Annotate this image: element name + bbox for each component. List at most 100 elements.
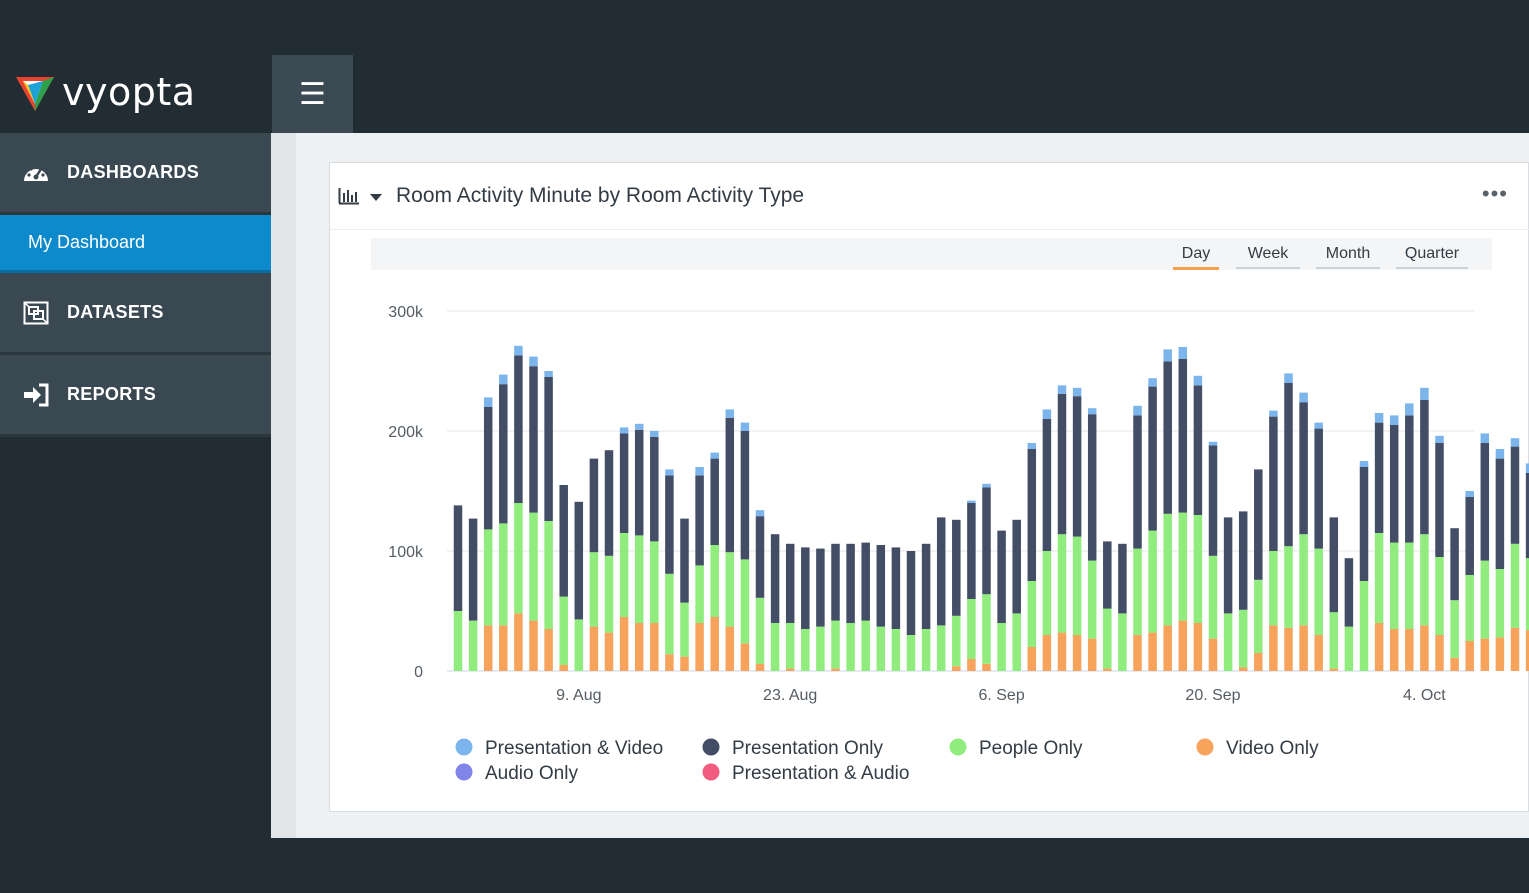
bar-segment [921, 543, 931, 629]
sidebar-item-label: REPORTS [67, 384, 157, 404]
bar-segment [1405, 542, 1414, 629]
bar-segment [1133, 405, 1142, 416]
bar-segment [1269, 551, 1278, 626]
sidebar-item-my-dashboard[interactable]: My Dashboard [0, 215, 271, 273]
bar-segment [665, 654, 674, 671]
bar-segment [1480, 638, 1490, 671]
bar-segment [1208, 445, 1218, 556]
bar-segment [1012, 613, 1021, 671]
bar-segment [1344, 626, 1354, 671]
sidebar-item-reports[interactable]: REPORTS [0, 355, 271, 437]
bar-segment [755, 597, 765, 664]
bar-segment [1193, 385, 1203, 515]
bar-segment [1178, 620, 1188, 671]
bar-segment [483, 407, 493, 530]
bar-segment [1284, 546, 1293, 628]
bar-segment [619, 533, 629, 617]
legend-label: Presentation Only [732, 738, 884, 759]
bar-segment [785, 668, 795, 671]
bar-segment [1208, 555, 1218, 639]
bar-segment [1269, 625, 1278, 671]
bar-segment [1480, 443, 1490, 561]
bar-segment [1087, 638, 1097, 671]
bar-segment [770, 623, 780, 671]
bar-segment [650, 437, 659, 542]
bar-segment [574, 501, 584, 620]
bar-segment [1057, 632, 1067, 671]
bar-segment [1012, 519, 1021, 614]
bar-segment [1450, 600, 1459, 658]
bar-segment [1027, 449, 1037, 581]
sign-in-icon [22, 383, 50, 407]
bar-segment [1495, 449, 1505, 459]
sidebar-item-datasets[interactable]: DATASETS [0, 273, 271, 355]
bar-segment [483, 529, 493, 626]
bar-segment [1420, 534, 1429, 626]
bar-segment [1344, 558, 1354, 627]
more-options-icon[interactable]: ••• [1481, 181, 1508, 206]
sidebar-item-dashboards[interactable]: DASHBOARDS [0, 133, 271, 215]
bar-segment [1480, 560, 1490, 639]
bar-segment [740, 422, 750, 431]
bar-segment [816, 626, 825, 671]
bar-segment [1510, 438, 1520, 447]
bar-segment [1435, 435, 1444, 443]
bar-segment [1208, 441, 1218, 446]
bar-segment [604, 450, 614, 556]
bar-segment [1525, 463, 1529, 473]
bar-segment [1299, 534, 1308, 626]
bar-segment [1027, 443, 1037, 449]
bar-segment [1465, 491, 1474, 497]
bar-segment [665, 573, 674, 655]
bar-segment [695, 565, 704, 623]
bar-segment [1193, 515, 1203, 623]
range-week-button[interactable]: Week [1236, 245, 1300, 269]
menu-toggle-button[interactable]: ☰ [272, 55, 353, 133]
range-month-button[interactable]: Month [1316, 245, 1380, 269]
bar-segment [1525, 630, 1529, 671]
bar-segment [725, 409, 735, 418]
chart-type-dropdown-icon[interactable] [370, 194, 382, 201]
vyopta-logo[interactable]: vyopta [14, 70, 196, 114]
bar-segment [1163, 349, 1172, 362]
bar-segment [1057, 534, 1067, 633]
legend-marker [455, 738, 473, 756]
bar-segment [453, 611, 463, 671]
bar-segment [1389, 542, 1399, 629]
bar-segment [544, 629, 553, 671]
bar-segment [1284, 627, 1293, 671]
bar-segment [514, 613, 523, 671]
bar-segment [1374, 623, 1384, 671]
bar-segment [1465, 641, 1474, 671]
bar-segment [755, 516, 765, 598]
range-quarter-button[interactable]: Quarter [1396, 245, 1468, 269]
bar-segment [801, 547, 810, 629]
bar-segment [619, 617, 629, 671]
bar-segment [755, 510, 765, 517]
bar-segment [1118, 613, 1127, 671]
bar-segment [650, 431, 659, 437]
bar-segment [1495, 637, 1505, 671]
bar-segment [1510, 543, 1520, 628]
bar-segment [468, 518, 478, 621]
bar-segment [710, 545, 719, 617]
bar-segment [604, 632, 614, 671]
bottom-bar [0, 838, 1529, 893]
range-day-button[interactable]: Day [1173, 245, 1219, 270]
bar-segment [468, 620, 478, 671]
bar-segment [1254, 653, 1263, 671]
bar-chart-icon[interactable] [338, 187, 360, 210]
bar-segment [1238, 511, 1248, 610]
bar-segment [1389, 629, 1399, 671]
main-content: Room Activity Minute by Room Activity Ty… [271, 133, 1529, 838]
bar-segment [589, 626, 599, 671]
bar-segment [1269, 410, 1278, 417]
bar-segment [529, 512, 538, 621]
bar-segment [876, 626, 886, 671]
bar-segment [936, 625, 946, 671]
bar-segment [1148, 632, 1157, 671]
panel-header: Room Activity Minute by Room Activity Ty… [330, 163, 1529, 230]
brand-name: vyopta [62, 70, 196, 114]
bar-segment [1254, 579, 1263, 653]
bar-segment [544, 377, 553, 521]
